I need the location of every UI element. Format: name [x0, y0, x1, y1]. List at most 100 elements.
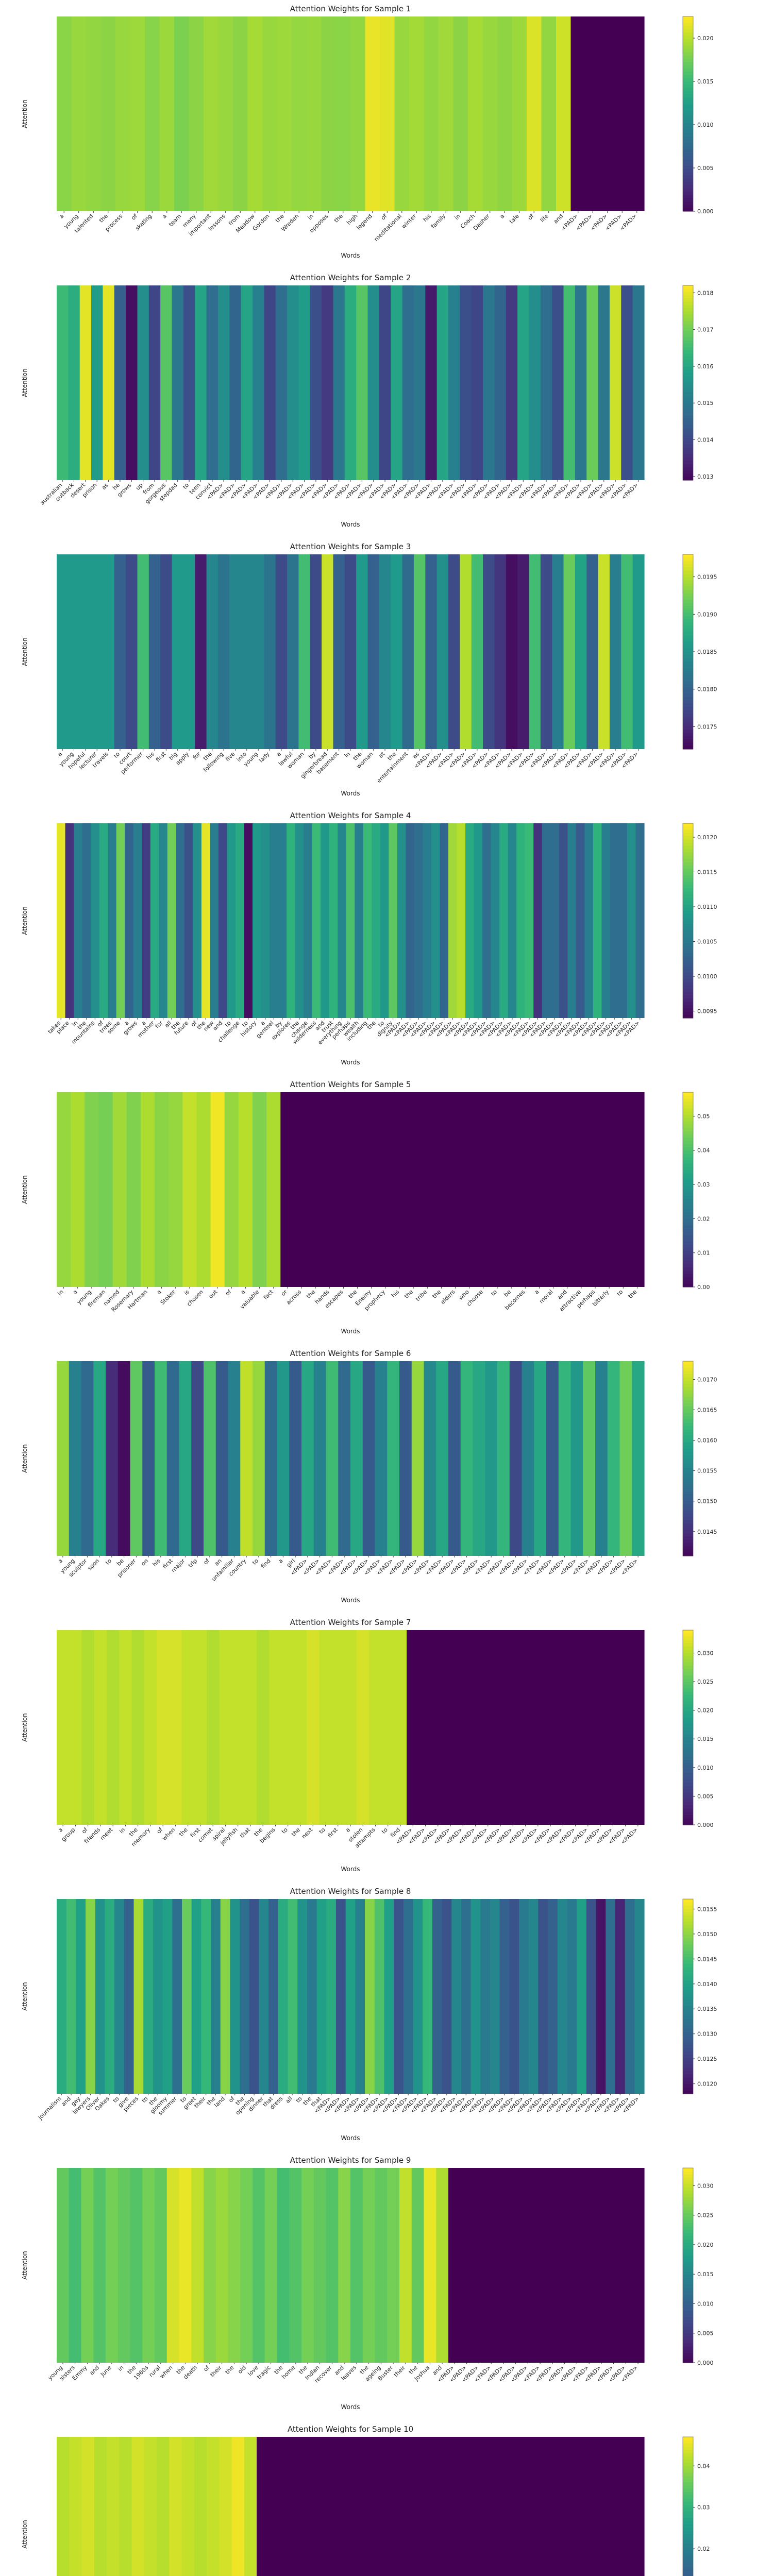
heatmap-cell [313, 1361, 327, 1556]
heatmap-cell [68, 285, 80, 480]
colorbar-frame [682, 1630, 694, 1825]
heatmap-cell [557, 1899, 568, 2094]
colorbar-frame [682, 285, 694, 481]
heatmap-cell [629, 16, 645, 211]
colorbar-segment [683, 314, 693, 318]
heatmap-cell [191, 1899, 201, 2094]
heatmap-cell [598, 285, 610, 480]
x-tick-label: lady [258, 751, 271, 764]
heatmap-cell [345, 1899, 356, 2094]
colorbar-segment [683, 1481, 693, 1485]
heatmap-panel-3: Attention Weights for Sample 3ayounghope… [21, 542, 717, 797]
colorbar-segment [683, 2560, 693, 2564]
colorbar-segment [683, 2550, 693, 2554]
heatmap-cell [142, 1361, 155, 1556]
colorbar-segment [683, 1760, 693, 1764]
x-tick-label: for [192, 751, 202, 761]
colorbar-segment [683, 156, 693, 160]
heatmap-cell [461, 1899, 472, 2094]
colorbar-segment [683, 2563, 693, 2567]
heatmap-cell [307, 1899, 317, 2094]
heatmap-cell [499, 823, 509, 1018]
heatmap-cell [264, 554, 276, 749]
heatmap-cell [183, 285, 195, 480]
heatmap-cell [130, 16, 145, 211]
x-tick-label: home [280, 2364, 296, 2380]
colorbar-segment [683, 1180, 693, 1183]
x-tick-label: the [224, 2364, 236, 2376]
heatmap-cell [148, 554, 161, 749]
heatmap-cell [581, 1630, 595, 1825]
colorbar-segment [683, 55, 693, 59]
colorbar-segment [683, 943, 693, 947]
heatmap-cell [350, 1361, 363, 1556]
colorbar-segment [683, 2291, 693, 2295]
colorbar-segment [683, 114, 693, 117]
heatmap-cell [424, 2168, 436, 2363]
colorbar-tick-label: 0.01 [697, 1250, 710, 1257]
colorbar-segment [683, 1364, 693, 1368]
colorbar-segment [683, 1248, 693, 1252]
colorbar-segment [683, 467, 693, 471]
colorbar-segment [683, 2223, 693, 2227]
colorbar-segment [683, 1098, 693, 1103]
colorbar-segment [683, 2226, 693, 2230]
heatmap-cell [153, 1899, 163, 2094]
x-tick-label: trip [187, 1557, 199, 1569]
colorbar-segment [683, 914, 693, 918]
colorbar-tick-label: 0.005 [697, 2330, 714, 2337]
x-tick-label: apply [175, 751, 191, 767]
chart-title: Attention Weights for Sample 5 [290, 1080, 411, 1089]
heatmap-cell [483, 285, 495, 480]
colorbar-segment [683, 878, 693, 882]
heatmap-cell [369, 1630, 382, 1825]
heatmap-cell [586, 554, 599, 749]
colorbar-segment [683, 2171, 693, 2175]
heatmap-cell [411, 2168, 425, 2363]
heatmap-cell [560, 1092, 575, 1287]
x-tick-label: of [130, 212, 139, 221]
colorbar-segment [683, 1261, 693, 1265]
colorbar-segment [683, 97, 693, 101]
colorbar-segment [683, 1370, 693, 1375]
colorbar-segment [683, 2184, 693, 2188]
colorbar-segment [683, 2518, 693, 2522]
heatmap-cell [107, 1630, 120, 1825]
x-tick-label: fact [262, 1288, 275, 1301]
colorbar-segment [683, 1092, 693, 1096]
heatmap-cell [257, 2437, 270, 2576]
heatmap-cell [550, 823, 560, 1018]
chart-title: Attention Weights for Sample 7 [290, 1618, 411, 1627]
heatmap-cell [509, 1899, 519, 2094]
colorbar-segment [683, 360, 693, 364]
colorbar-segment [683, 1141, 693, 1145]
colorbar-segment [683, 318, 693, 321]
colorbar-tick-label: 0.010 [697, 1765, 714, 1771]
colorbar-segment [683, 311, 693, 315]
heatmap-cell [316, 1899, 327, 2094]
x-tick-label: first [326, 1826, 339, 1839]
heatmap-cell [344, 1630, 357, 1825]
colorbar-segment [683, 897, 693, 902]
colorbar-segment [683, 2191, 693, 2194]
colorbar-segment [683, 62, 693, 66]
x-tick-label: meet [99, 1826, 114, 1841]
colorbar-segment [683, 418, 693, 422]
colorbar-segment [683, 65, 693, 69]
colorbar-segment [683, 953, 693, 957]
heatmap-cell [144, 1630, 157, 1825]
colorbar-segment [683, 577, 693, 581]
heatmap-cell [381, 2437, 395, 2576]
colorbar-segment [683, 2469, 693, 2473]
x-tick-label: in [116, 2364, 125, 2372]
colorbar-segment [683, 2229, 693, 2233]
heatmap-cell [194, 1630, 207, 1825]
colorbar-segment [683, 208, 693, 212]
heatmap-cell [215, 2168, 229, 2363]
colorbar-segment [683, 1487, 693, 1492]
colorbar-segment [683, 2314, 693, 2318]
colorbar-tick-label: 0.025 [697, 1679, 714, 1685]
heatmap-cell [453, 16, 468, 211]
heatmap-cell [411, 1361, 425, 1556]
chart-title: Attention Weights for Sample 9 [290, 2156, 411, 2165]
